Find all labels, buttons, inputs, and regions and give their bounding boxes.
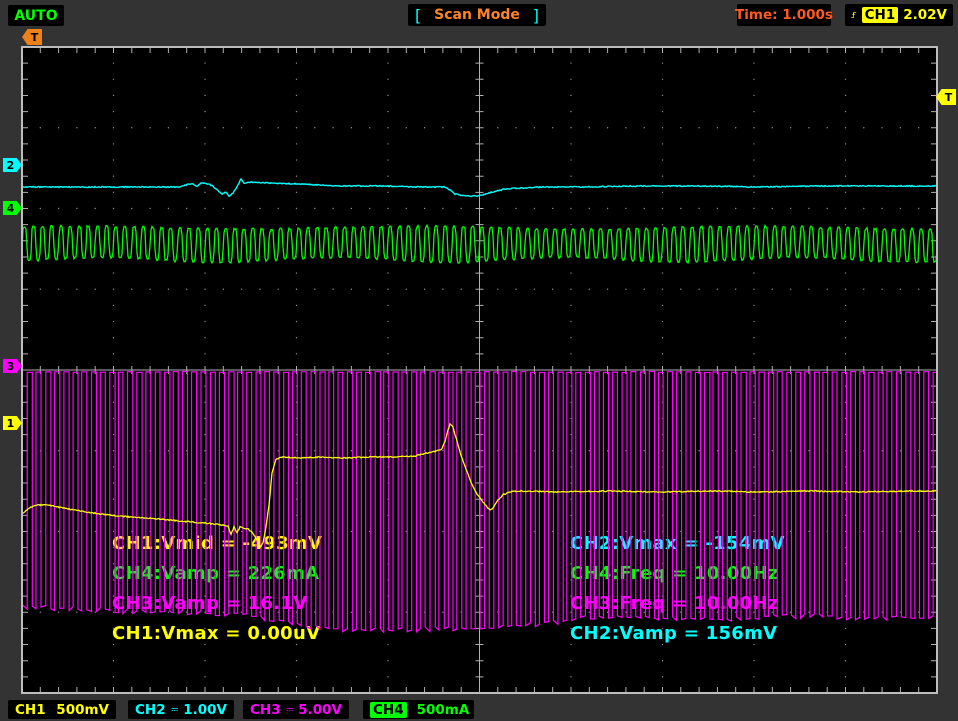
- trigger-level-readout: 2.02V: [903, 7, 947, 23]
- left-bracket: [: [415, 5, 422, 25]
- ch3-status-button[interactable]: CH3 5.00V: [243, 700, 349, 719]
- rising-edge-icon: [851, 12, 857, 18]
- ch3-position-marker[interactable]: 3: [3, 359, 22, 373]
- top-status-bar: AUTO [ Scan Mode ] Time: 1.000s CH1 2.02…: [0, 0, 958, 28]
- measurement-ch1-vmax: CH1:Vmax = 0.00uV: [112, 623, 321, 644]
- ch1-label: CH1: [15, 701, 46, 718]
- measurement-ch3-vamp: CH3:Vamp = 16.1V: [112, 593, 308, 614]
- ch2-status-button[interactable]: CH2 1.00V: [128, 700, 234, 719]
- measurement-ch1-vmid: CH1:Vmid = -493mV: [112, 533, 323, 554]
- ch3-scale: 5.00V: [298, 701, 342, 718]
- measurement-ch4-freq: CH4:Freq = 10.00Hz: [570, 563, 779, 584]
- ch1-scale: 500mV: [56, 701, 109, 718]
- ch3-label: CH3: [250, 701, 281, 718]
- timebase-readout: Time: 1.000s: [735, 4, 833, 26]
- ch2-position-marker[interactable]: 2: [3, 158, 22, 172]
- trigger-time-marker[interactable]: T: [22, 29, 42, 45]
- dc-coupling-icon: [50, 709, 52, 710]
- ch4-label-selected: CH4: [370, 701, 407, 718]
- ch1-position-marker[interactable]: 1: [3, 416, 22, 430]
- trigger-source-chip: CH1: [861, 7, 899, 23]
- bottom-status-bar: CH1 500mV CH2 1.00V CH3 5.00V CH4: [0, 698, 958, 721]
- ch4-scale: 500mA: [416, 701, 470, 718]
- ch1-status-button[interactable]: CH1 500mV: [8, 700, 116, 719]
- ch2-scale: 1.00V: [183, 701, 227, 718]
- scan-mode-indicator: [ Scan Mode ]: [408, 4, 546, 26]
- measurement-ch2-vmax: CH2:Vmax = -154mV: [570, 533, 785, 554]
- scan-mode-label: Scan Mode: [434, 7, 520, 23]
- ch4-status-button[interactable]: CH4 500mA: [363, 700, 474, 719]
- ch4-position-marker[interactable]: 4: [3, 201, 22, 215]
- measurement-ch4-vamp: CH4:Vamp = 226mA: [112, 563, 320, 584]
- trigger-level-marker[interactable]: T: [936, 89, 956, 105]
- acquisition-mode-badge: AUTO: [8, 5, 64, 26]
- measurement-ch3-freq: CH3:Freq = 10.00Hz: [570, 593, 779, 614]
- dc-coupling-icon: [286, 708, 293, 711]
- dc-coupling-icon: [171, 708, 178, 711]
- right-bracket: ]: [532, 5, 539, 25]
- ch2-label: CH2: [135, 701, 166, 718]
- measurement-ch2-vamp: CH2:Vamp = 156mV: [570, 623, 778, 644]
- trigger-status-button[interactable]: CH1 2.02V: [845, 4, 953, 26]
